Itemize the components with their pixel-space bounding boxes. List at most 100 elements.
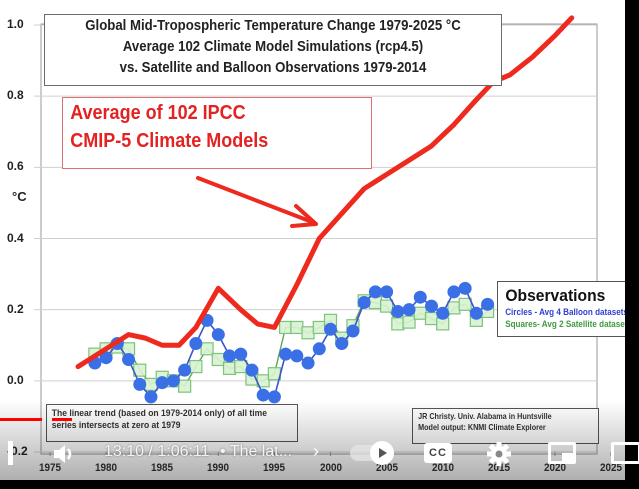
y-axis-label: °C [12,189,27,204]
x-tick-label: 1980 [95,462,118,474]
x-tick-label: 1995 [263,462,286,474]
satellite-point [413,306,427,320]
chapter-chevron-icon[interactable]: › [313,441,319,461]
play-icon [379,448,387,458]
callout-arrow-head [290,204,318,228]
chart-title-line-3: vs. Satellite and Balloon Observations 1… [119,59,427,76]
balloon-point [312,342,326,356]
x-tick-label: 2015 [487,462,510,474]
balloon-point [267,390,281,404]
player-bottom-edge [0,480,639,489]
y-tick-label: 0.2 [7,301,24,316]
y-tick-label: 0.6 [7,159,24,174]
balloon-point [469,306,483,320]
balloon-point [346,324,360,338]
model-callout-box: Average of 102 IPCC CMIP-5 Climate Model… [62,97,372,169]
balloon-point [368,285,382,299]
time-display: 13:10 / 1:06:11 • The lat... [104,443,292,461]
chart-title-box: Global Mid-Tropospheric Temperature Chan… [44,14,502,86]
balloon-point [391,304,405,318]
y-tick-label: 0.8 [7,88,24,103]
balloon-point [424,299,438,313]
balloon-point [133,377,147,391]
balloon-point [436,306,450,320]
callout-line-2: CMIP-5 Climate Models [70,130,269,152]
satellite-point [234,360,248,374]
balloon-point [223,349,237,363]
series-layer [75,15,575,404]
balloon-point [122,352,136,366]
balloon-point [245,363,259,377]
trend-note-line-1: The linear trend (based on 1979-2014 onl… [51,408,267,418]
balloon-point [178,363,192,377]
balloon-point [144,390,158,404]
satellite-point [301,326,315,340]
balloon-point [279,347,293,361]
satellite-point [402,315,416,329]
balloon-point [324,322,337,336]
balloon-point [335,336,349,350]
x-tick-label: 2020 [543,462,566,474]
balloon-point [413,290,427,304]
miniplayer-icon[interactable] [548,442,576,464]
y-tick-label: 1.0 [7,17,24,31]
next-button[interactable] [8,441,13,465]
autoplay-knob[interactable] [370,441,394,465]
balloon-point [211,328,225,342]
gear-icon[interactable] [485,440,513,468]
x-tick-label: 1975 [38,462,62,474]
grid [34,23,612,456]
credit-line-2: Model output: KNMI Climate Explorer [418,422,546,432]
progress-bar-buffer[interactable] [52,418,72,421]
satellite-point [211,352,225,367]
chapter-title[interactable]: • The lat... [220,443,293,460]
balloon-point [357,296,371,310]
balloon-point [402,303,416,317]
trend-note-line-2: series intersects at zero at 1979 [51,420,181,430]
satellite-point [279,320,293,335]
miniplayer-icon-inner [562,453,573,461]
chart-title-line-2: Average 102 Climate Model Simulations (r… [122,38,424,55]
balloon-point [481,297,495,311]
callout-line-1: Average of 102 IPCC [70,102,246,124]
x-tick-label: 2010 [431,462,454,474]
time-readout: 13:10 / 1:06:11 [104,443,210,460]
satellite-point [222,361,237,375]
balloon-point [447,285,461,299]
satellite-point [200,342,214,356]
callout-arrow-shaft [196,176,314,224]
satellite-point [312,320,326,335]
x-tick-label: 1985 [151,462,174,474]
x-tick-label: 2000 [319,462,342,474]
volume-icon[interactable] [52,442,78,466]
video-letterbox-right [625,0,639,489]
balloon-point [155,376,169,390]
legend-title: Observations [505,286,606,305]
balloon-point [301,356,315,370]
satellite-point [380,299,394,313]
credit-line-1: JR Christy. Univ. Alabama in Huntsville [418,411,552,421]
satellite-point [189,360,203,374]
satellite-point [391,317,405,331]
balloon-point [189,336,203,350]
legend-entry-satellite: Squares- Avg 2 Satellite datasets [505,319,633,329]
balloon-point [166,374,180,388]
y-tick-label: 0.0 [7,372,24,387]
x-tick-label: 2025 [599,462,623,474]
y-tick-label: 0.4 [7,230,24,245]
balloon-point [290,349,304,363]
satellite-point [424,311,439,326]
progress-bar-played[interactable] [0,418,42,421]
callout-arrow [196,176,318,228]
satellite-point [447,301,461,315]
theater-mode-icon[interactable] [611,442,639,464]
satellite-point [290,320,304,335]
x-tick-label: 2005 [375,462,398,474]
chart-title-line-1: Global Mid-Tropospheric Temperature Chan… [85,17,461,34]
legend-box: Observations Circles - Avg 4 Balloon dat… [497,281,639,337]
satellite-point [178,379,192,393]
closed-captions-button[interactable]: CC [424,443,452,463]
legend-entry-balloon: Circles - Avg 4 Balloon datasets [505,307,628,317]
balloon-point [99,351,113,365]
